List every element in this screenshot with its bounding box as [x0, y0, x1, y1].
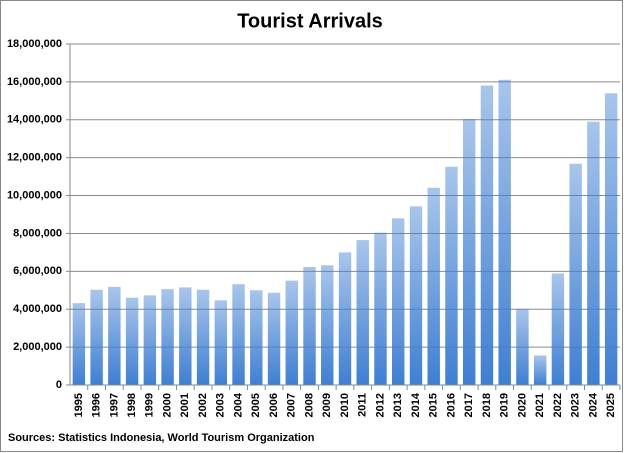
bar: [427, 187, 440, 385]
bar: [161, 289, 174, 385]
x-tick-label: 2006: [268, 393, 280, 417]
x-tick-label: 2022: [552, 393, 564, 417]
bar: [72, 303, 86, 385]
x-tick-label: 2015: [428, 393, 440, 417]
bar: [551, 273, 565, 385]
x-tick-label: 1997: [108, 393, 120, 417]
y-tick-label: 8,000,000: [13, 227, 62, 239]
bar: [196, 289, 210, 385]
bar: [462, 119, 476, 386]
y-tick-label: 0: [56, 379, 62, 391]
x-tick-label: 1995: [73, 393, 85, 417]
y-tick-label: 2,000,000: [13, 341, 62, 353]
y-tick-label: 14,000,000: [7, 114, 62, 126]
bar: [90, 289, 103, 385]
bar: [250, 290, 263, 385]
bar: [587, 121, 600, 385]
x-tick-label: 2024: [587, 392, 599, 417]
x-tick-label: 1996: [91, 393, 103, 417]
y-tick-label: 4,000,000: [13, 303, 62, 315]
bar: [321, 265, 334, 385]
bar: [232, 284, 245, 385]
x-tick-label: 2023: [570, 393, 582, 417]
bar: [179, 287, 192, 385]
footnote: Sources: Statistics Indonesia, World Tou…: [8, 432, 315, 444]
bar: [480, 85, 494, 385]
x-tick-label: 2011: [357, 393, 369, 417]
bar: [356, 240, 369, 385]
x-tick-label: 2016: [445, 393, 457, 417]
bar: [533, 355, 547, 385]
x-tick-label: 1999: [144, 393, 156, 417]
x-tick-label: 2014: [410, 392, 422, 417]
bar: [125, 297, 139, 385]
y-tick-label: 12,000,000: [7, 152, 62, 164]
x-tick-label: 2020: [516, 393, 528, 417]
x-tick-label: 2018: [481, 393, 493, 417]
x-tick-label: 2005: [250, 393, 262, 417]
x-tick-label: 2007: [286, 393, 298, 417]
bar: [214, 300, 228, 385]
bar: [604, 93, 618, 385]
x-tick-label: 2000: [161, 393, 173, 417]
bar: [516, 308, 529, 385]
y-tick-label: 6,000,000: [13, 265, 62, 277]
bar: [569, 163, 582, 385]
bar: [409, 206, 423, 385]
bar: [108, 286, 121, 385]
y-tick-label: 10,000,000: [7, 189, 62, 201]
bar: [392, 218, 405, 385]
x-tick-label: 2009: [321, 393, 333, 417]
x-tick-label: 2017: [463, 393, 475, 417]
y-tick-label: 16,000,000: [7, 76, 62, 88]
chart-title: Tourist Arrivals: [237, 10, 383, 32]
bar: [285, 280, 298, 385]
x-tick-label: 1998: [126, 393, 138, 417]
x-tick-label: 2010: [339, 393, 351, 417]
x-tick-label: 2003: [215, 393, 227, 417]
x-tick-label: 2008: [303, 393, 315, 417]
y-tick-label: 18,000,000: [7, 38, 62, 50]
bar: [445, 166, 458, 385]
bar: [338, 252, 352, 385]
bar: [267, 292, 281, 385]
x-tick-label: 2013: [392, 393, 404, 417]
x-tick-label: 2012: [374, 393, 386, 417]
bar: [374, 232, 387, 385]
bar: [143, 295, 157, 385]
x-tick-label: 2025: [605, 393, 617, 417]
x-tick-label: 2001: [179, 393, 191, 417]
x-tick-label: 2002: [197, 393, 209, 417]
bar: [303, 266, 316, 385]
x-tick-label: 2004: [232, 392, 244, 417]
x-tick-label: 2021: [534, 393, 546, 417]
x-tick-label: 2019: [499, 393, 511, 417]
bar: [498, 79, 511, 386]
